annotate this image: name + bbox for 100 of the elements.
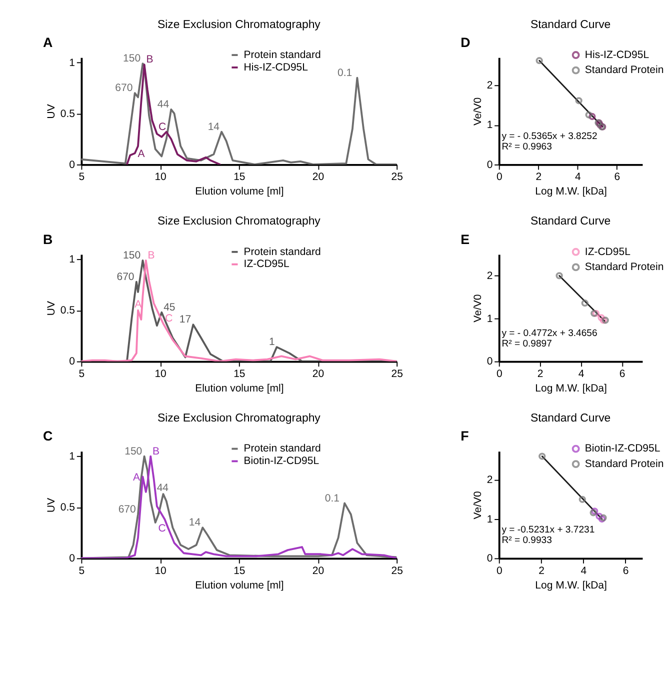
x-tick-label: 20: [312, 368, 324, 380]
x-tick-label: 4: [574, 171, 581, 184]
annotation: 14: [208, 120, 220, 133]
y-tick-label: 1: [486, 312, 493, 325]
annotation: y = - 0.5365x + 3.8252: [502, 130, 598, 142]
y-tick-label: 2: [486, 474, 493, 486]
y-tick-label: 0: [486, 552, 493, 565]
annotation: 0.1: [338, 66, 352, 79]
y-tick-label: 0: [486, 158, 493, 171]
legend-label: Protein standard: [244, 48, 322, 61]
text: C: [43, 428, 54, 444]
x-tick-label: 25: [391, 564, 404, 577]
x-tick-label: 2: [537, 368, 544, 380]
x-tick-label: 5: [78, 564, 85, 577]
x-tick-label: 5: [78, 368, 85, 380]
annotation: 1: [268, 336, 275, 348]
annotation: C: [158, 522, 166, 534]
annotation: 14: [188, 516, 201, 529]
annotation: B: [146, 54, 154, 66]
x-tick-label: 15: [234, 564, 246, 577]
annotation: 44: [156, 482, 169, 494]
x-tick-label: 25: [391, 368, 404, 380]
point: [588, 112, 596, 120]
legend-label: IZ-CD95L: [584, 246, 631, 258]
annotation: 670: [115, 82, 133, 94]
point: [575, 97, 582, 104]
annotation: 45: [164, 302, 176, 314]
x-axis-title: Elution volume [ml]: [195, 579, 284, 592]
point: [598, 314, 605, 322]
y-tick-label: 2: [486, 80, 493, 92]
text: A: [43, 34, 54, 50]
x-tick-label: 0: [496, 368, 502, 380]
legend-label: Biotin-IZ-CD95L: [584, 442, 660, 455]
annotation: R² = 0.9933: [502, 535, 552, 546]
annotation: 670: [116, 270, 134, 283]
annotation: A: [134, 298, 142, 311]
y-tick-label: 1: [486, 513, 493, 526]
annotation: B: [148, 250, 155, 262]
x-axis-title: Log M.W. [kDa]: [535, 579, 608, 592]
legend-label: Standard Protein: [584, 458, 664, 470]
x-tick-label: 15: [234, 171, 246, 184]
text: D: [460, 34, 471, 50]
annotation: 150: [123, 250, 141, 262]
x-tick-label: 5: [78, 171, 85, 184]
y-axis-title: UV: [46, 301, 58, 316]
x-tick-label: 6: [622, 564, 629, 577]
x-axis-title: Log M.W. [kDa]: [535, 382, 608, 394]
y-tick-label: 2: [486, 270, 493, 282]
legend-label: IZ-CD95L: [244, 258, 290, 270]
x-tick-label: 10: [154, 368, 167, 380]
annotation: 150: [124, 445, 142, 458]
legend-label: His-IZ-CD95L: [244, 61, 308, 74]
x-tick-label: 20: [312, 171, 324, 184]
chart-title: Size Exclusion Chromatography: [157, 216, 321, 228]
legend-label: Standard Protein: [584, 261, 664, 274]
y-axis-title: Ve/V0: [472, 97, 484, 126]
annotation: 0.1: [324, 492, 340, 504]
x-tick-label: 4: [578, 368, 584, 380]
chart-title: Standard Curve: [530, 216, 611, 228]
chart-title: Standard Curve: [530, 18, 611, 31]
annotation: y = - 0.4772x + 3.4656: [502, 328, 598, 339]
chart-title: Standard Curve: [530, 412, 611, 425]
legend-label: Biotin-IZ-CD95L: [244, 455, 320, 468]
annotation: 17: [179, 314, 192, 326]
point: [538, 452, 546, 460]
y-tick-label: 0.5: [60, 502, 76, 514]
annotation: 44: [157, 98, 170, 111]
text: F: [460, 428, 469, 444]
legend-label: Standard Protein: [584, 64, 664, 76]
y-tick-label: 0: [69, 552, 76, 565]
x-tick-label: 20: [312, 564, 324, 577]
x-tick-label: 0: [496, 171, 502, 184]
annotation: y = -0.5231x + 3.7231: [502, 524, 595, 536]
point: [581, 300, 588, 307]
x-tick-label: 25: [391, 171, 404, 184]
y-tick-label: 0.5: [60, 304, 76, 317]
point: [585, 111, 592, 118]
x-tick-label: 6: [619, 368, 626, 380]
y-tick-label: 1: [69, 56, 76, 69]
legend-label: Protein standard: [244, 442, 322, 455]
x-tick-label: 10: [154, 564, 167, 577]
y-axis-title: UV: [46, 104, 58, 119]
legend-label: His-IZ-CD95L: [584, 48, 650, 61]
x-axis-title: Log M.W. [kDa]: [535, 186, 608, 198]
annotation: R² = 0.9897: [502, 338, 552, 350]
point: [596, 512, 603, 520]
text: B: [43, 232, 54, 247]
annotation: C: [158, 120, 167, 133]
y-axis-title: UV: [46, 498, 58, 512]
y-tick-label: 1: [486, 119, 493, 132]
chart-title: Size Exclusion Chromatography: [157, 412, 321, 425]
x-axis-title: Elution volume [ml]: [195, 382, 284, 394]
annotation: R² = 0.9963: [502, 141, 552, 152]
y-tick-label: 0: [69, 356, 76, 368]
y-tick-label: 0: [69, 158, 76, 171]
annotation: 670: [118, 503, 136, 516]
x-axis-title: Elution volume [ml]: [195, 186, 284, 198]
annotation: A: [138, 148, 145, 160]
y-tick-label: 1: [69, 254, 76, 266]
x-tick-label: 2: [538, 564, 545, 577]
